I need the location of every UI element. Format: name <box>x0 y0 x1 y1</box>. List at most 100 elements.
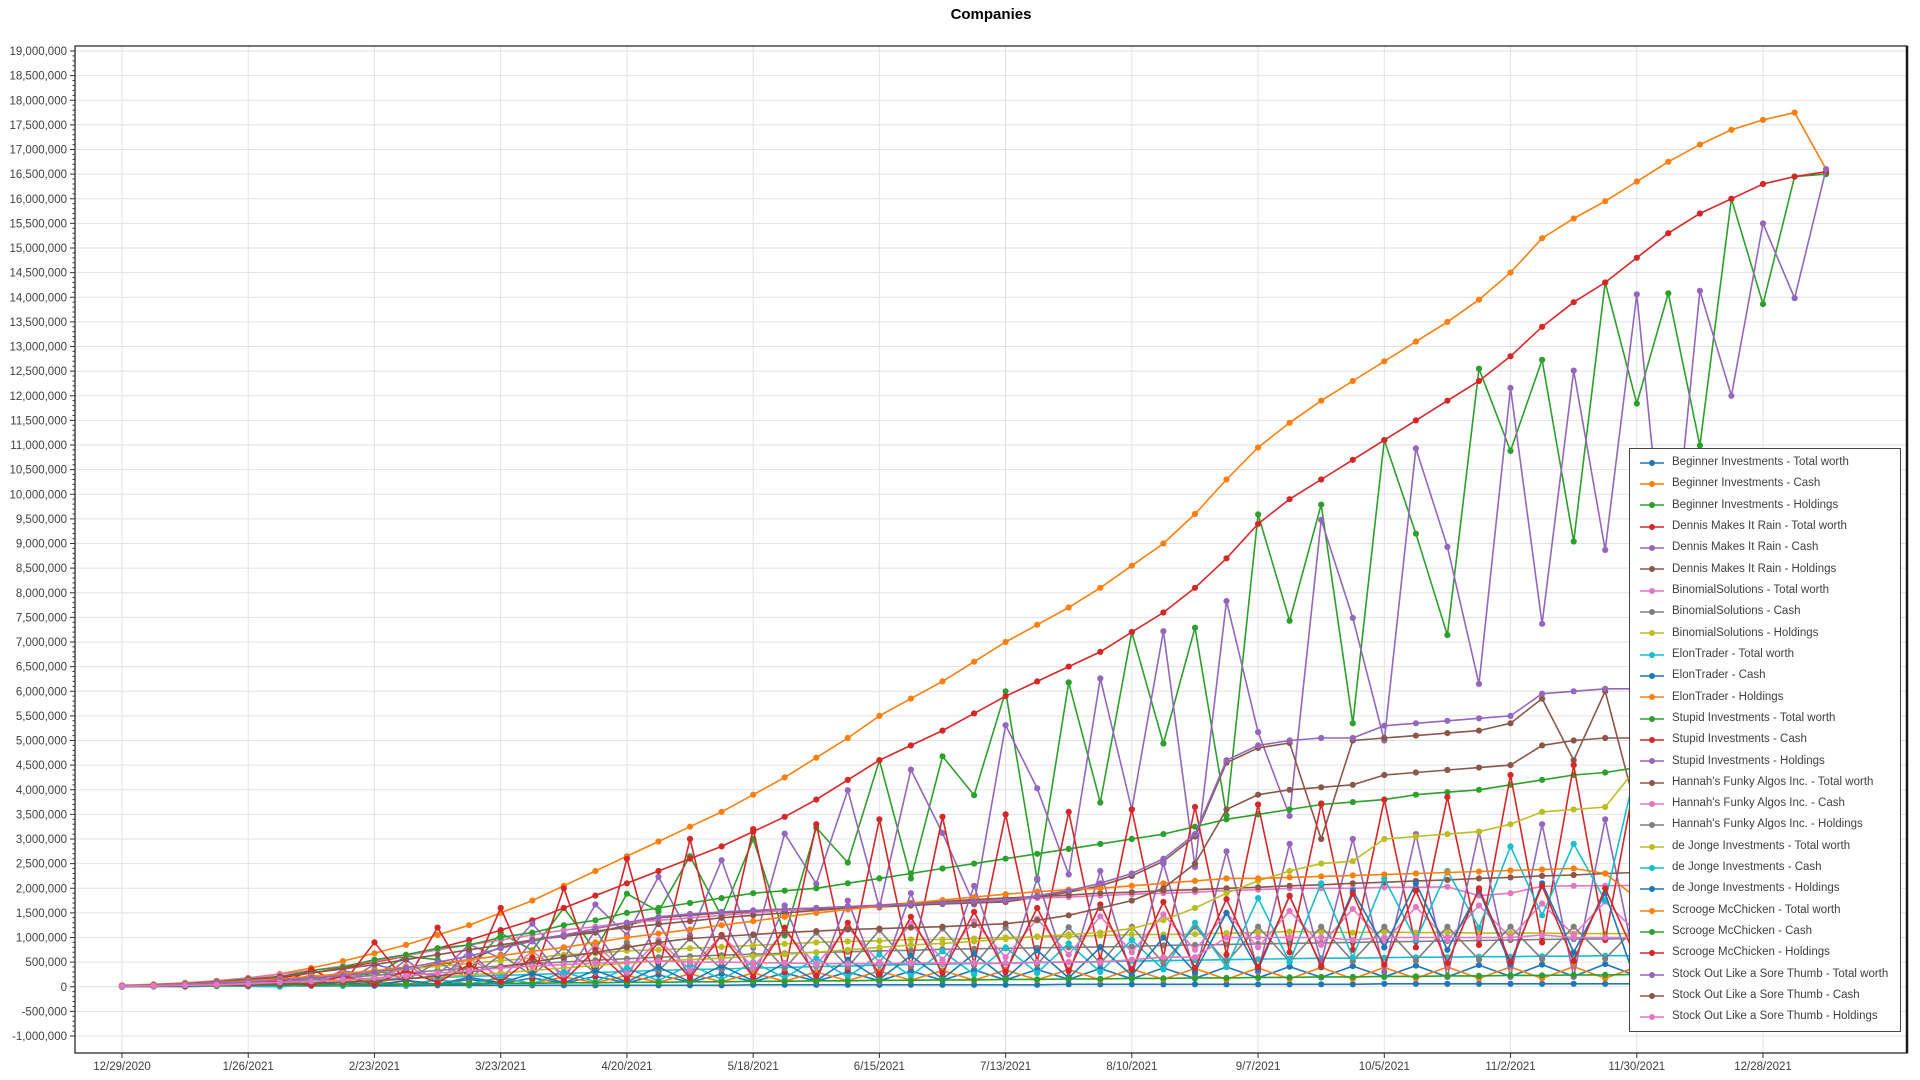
y-tick-label: 11,500,000 <box>10 415 67 427</box>
x-tick-label: 7/13/2021 <box>980 1061 1031 1073</box>
y-tick-label: 16,500,000 <box>9 169 67 181</box>
legend-item: Stock Out Like a Sore Thumb - Total wort… <box>1639 964 1900 985</box>
y-tick-label: 18,000,000 <box>9 95 67 107</box>
y-tick-label: 16,000,000 <box>9 194 67 206</box>
series-line <box>118 109 1830 989</box>
legend-marker-icon <box>1640 630 1664 637</box>
gridlines <box>75 46 1907 1053</box>
x-axis-labels: 12/29/2020 1/26/2021 2/23/2021 3/23/2021 4/2… <box>93 1061 1792 1073</box>
legend-item: Stupid Investments - Total worth <box>1639 708 1900 729</box>
legend-item: Scrooge McChicken - Total worth <box>1639 900 1900 921</box>
legend-item: de Jonge Investments - Holdings <box>1639 879 1900 900</box>
legend-item: de Jonge Investments - Total worth <box>1639 836 1900 857</box>
legend-marker-icon <box>1640 1014 1664 1021</box>
legend-item: Beginner Investments - Cash <box>1639 473 1900 494</box>
legend-label: Stupid Investments - Holdings <box>1672 754 1825 767</box>
y-tick-label: 9,000,000 <box>16 539 67 551</box>
legend: Beginner Investments - Total worth Beginn… <box>1629 448 1901 1032</box>
legend-label: Scrooge McChicken - Cash <box>1672 925 1812 938</box>
legend-marker-icon <box>1640 864 1664 871</box>
legend-item: BinomialSolutions - Holdings <box>1639 623 1900 644</box>
x-tick-label: 12/29/2020 <box>93 1061 151 1073</box>
legend-marker-icon <box>1640 779 1664 786</box>
legend-marker-icon <box>1640 886 1664 893</box>
y-tick-label: 5,000,000 <box>16 736 67 748</box>
legend-marker-icon <box>1640 800 1664 807</box>
legend-marker-icon <box>1640 907 1664 914</box>
legend-item: Hannah's Funky Algos Inc. - Cash <box>1639 793 1900 814</box>
y-tick-label: 14,500,000 <box>9 268 67 280</box>
legend-marker-icon <box>1640 822 1664 829</box>
x-tick-label: 8/10/2021 <box>1106 1061 1157 1073</box>
legend-item: Stock Out Like a Sore Thumb - Holdings <box>1639 1007 1900 1028</box>
x-tick-label: 6/15/2021 <box>854 1061 905 1073</box>
y-tick-label: 13,500,000 <box>9 317 67 329</box>
legend-label: Dennis Makes It Rain - Holdings <box>1672 562 1837 575</box>
y-tick-label: 15,500,000 <box>9 218 67 230</box>
legend-marker-icon <box>1640 928 1664 935</box>
y-tick-label: 17,500,000 <box>9 120 67 132</box>
y-tick-label: 500,000 <box>25 957 67 969</box>
legend-label: de Jonge Investments - Cash <box>1672 861 1822 874</box>
y-tick-label: 3,500,000 <box>16 809 67 821</box>
legend-item: Scrooge McChicken - Cash <box>1639 921 1900 942</box>
legend-marker-icon <box>1640 694 1664 701</box>
legend-marker-icon <box>1640 651 1664 658</box>
legend-label: BinomialSolutions - Holdings <box>1672 626 1819 639</box>
y-tick-label: 19,000,000 <box>9 46 67 58</box>
y-tick-label: 7,000,000 <box>16 637 67 649</box>
x-tick-label: 9/7/2021 <box>1236 1061 1281 1073</box>
x-tick-label: 3/23/2021 <box>475 1061 526 1073</box>
y-tick-label: -500,000 <box>22 1006 67 1018</box>
y-tick-label: 4,000,000 <box>16 785 67 797</box>
y-tick-label: 5,500,000 <box>16 711 67 723</box>
legend-marker-icon <box>1640 523 1664 530</box>
legend-item: Hannah's Funky Algos Inc. - Total worth <box>1639 772 1900 793</box>
legend-label: Dennis Makes It Rain - Total worth <box>1672 519 1847 532</box>
legend-label: Hannah's Funky Algos Inc. - Cash <box>1672 797 1845 810</box>
legend-marker-icon <box>1640 971 1664 978</box>
legend-item: Dennis Makes It Rain - Total worth <box>1639 516 1900 537</box>
legend-item: BinomialSolutions - Cash <box>1639 601 1900 622</box>
y-tick-label: 8,500,000 <box>16 563 67 575</box>
y-tick-label: 2,500,000 <box>16 859 67 871</box>
y-tick-label: 8,000,000 <box>16 588 67 600</box>
y-tick-label: 14,000,000 <box>9 292 67 304</box>
legend-item: ElonTrader - Cash <box>1639 665 1900 686</box>
legend-marker-icon <box>1640 502 1664 509</box>
legend-label: ElonTrader - Cash <box>1672 669 1766 682</box>
y-tick-label: 1,500,000 <box>16 908 67 920</box>
legend-item: de Jonge Investments - Cash <box>1639 857 1900 878</box>
legend-label: BinomialSolutions - Total worth <box>1672 583 1830 596</box>
y-tick-label: 13,000,000 <box>9 342 67 354</box>
y-tick-label: 0 <box>61 982 67 994</box>
legend-marker-icon <box>1640 587 1664 594</box>
x-tick-label: 11/30/2021 <box>1608 1061 1665 1073</box>
legend-label: Hannah's Funky Algos Inc. - Holdings <box>1672 818 1863 831</box>
legend-item: ElonTrader - Total worth <box>1639 644 1900 665</box>
y-tick-label: 4,500,000 <box>16 760 67 772</box>
legend-item: Dennis Makes It Rain - Cash <box>1639 537 1900 558</box>
axis-ticks <box>70 50 1764 1058</box>
legend-marker-icon <box>1640 544 1664 551</box>
x-tick-label: 1/26/2021 <box>223 1061 274 1073</box>
legend-item: Beginner Investments - Holdings <box>1639 495 1900 516</box>
y-tick-label: 12,000,000 <box>9 391 67 403</box>
legend-label: Beginner Investments - Cash <box>1672 477 1821 490</box>
legend-marker-icon <box>1640 843 1664 850</box>
y-tick-label: -1,000,000 <box>12 1031 67 1043</box>
x-tick-label: 4/20/2021 <box>601 1061 652 1073</box>
legend-item: Stupid Investments - Holdings <box>1639 751 1900 772</box>
y-tick-label: 6,000,000 <box>16 686 67 698</box>
legend-label: Scrooge McChicken - Holdings <box>1672 946 1830 959</box>
y-tick-label: 15,000,000 <box>9 243 67 255</box>
legend-item: Scrooge McChicken - Holdings <box>1639 943 1900 964</box>
y-tick-label: 7,500,000 <box>16 612 67 624</box>
series-line <box>118 668 1830 989</box>
legend-marker-icon <box>1640 736 1664 743</box>
legend-item: Stupid Investments - Cash <box>1639 729 1900 750</box>
x-tick-label: 2/23/2021 <box>349 1061 400 1073</box>
legend-marker-icon <box>1640 459 1664 466</box>
legend-label: Stock Out Like a Sore Thumb - Holdings <box>1672 1010 1878 1023</box>
legend-label: Dennis Makes It Rain - Cash <box>1672 541 1819 554</box>
